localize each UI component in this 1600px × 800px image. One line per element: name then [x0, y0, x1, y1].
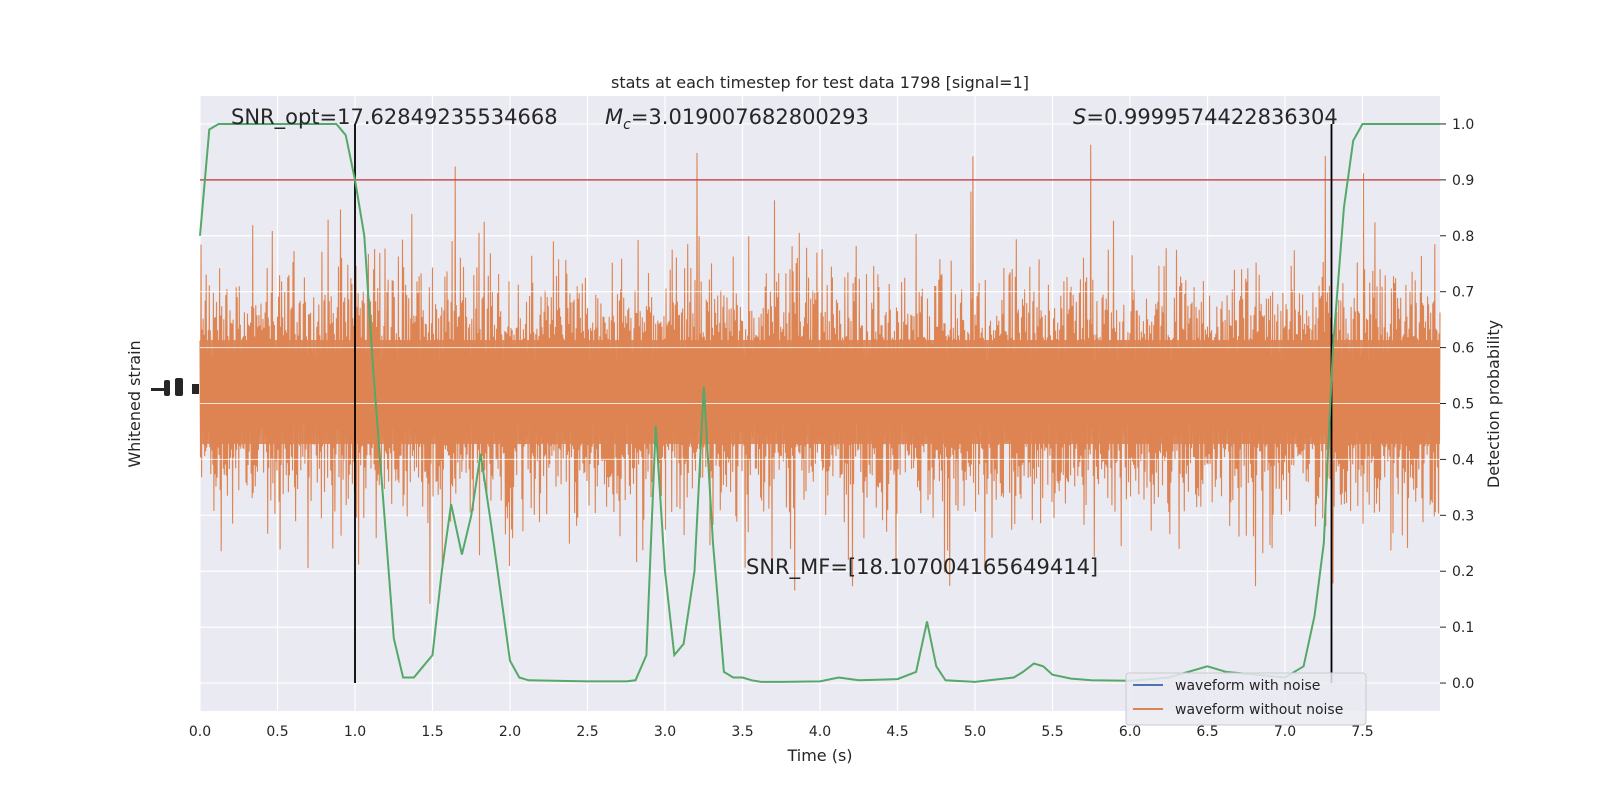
- y-right-tick-label: 0.0: [1452, 676, 1474, 692]
- x-tick-labels: 0.0 0.5 1.0 1.5 2.0 2.5 3.0 3.5 4.0 4.5 5.0 5.5 6.0 6…: [189, 724, 1374, 740]
- x-tick-label: 2.5: [576, 724, 598, 740]
- detection-probability-line: [199, 123, 1440, 683]
- x-tick-label: 6.0: [1119, 724, 1141, 740]
- legend-label-with-noise: waveform with noise: [1175, 678, 1320, 694]
- chirp-mass-symbol: M: [605, 105, 623, 129]
- x-tick-label: 4.5: [886, 724, 908, 740]
- strain-core-band: [200, 340, 1440, 444]
- x-tick-label: 7.5: [1351, 724, 1373, 740]
- chirp-mass-subscript: c: [623, 117, 631, 133]
- s-annotation: S=0.9999574422836304: [1073, 105, 1338, 129]
- x-tick-label: 1.0: [344, 724, 366, 740]
- chart-title: stats at each timestep for test data 179…: [611, 73, 1029, 92]
- y-left-tick-mark: [175, 378, 183, 396]
- x-tick-label: 1.5: [421, 724, 443, 740]
- snr-opt-annotation: SNR_opt=17.62849235534668: [231, 105, 558, 130]
- x-tick-label: 4.0: [809, 724, 831, 740]
- y-right-tick-label: 0.3: [1452, 508, 1474, 524]
- x-tick-label: 6.5: [1196, 724, 1218, 740]
- y-right-tick-label: 0.6: [1452, 341, 1474, 357]
- y-right-tick-label: 0.5: [1452, 397, 1474, 413]
- y-left-axis-label: Whitened strain: [125, 340, 144, 467]
- x-axis-label: Time (s): [786, 746, 852, 765]
- event-markers: [354, 123, 1333, 684]
- x-tick-label: 3.5: [731, 724, 753, 740]
- legend-label-without-noise: waveform without noise: [1175, 702, 1343, 718]
- y-right-tick-label: 0.7: [1452, 285, 1474, 301]
- y-left-tick-mark: [164, 380, 170, 396]
- y-right-tick-label: 0.8: [1452, 229, 1474, 245]
- y-right-tick-labels: 0.0 0.1 0.2 0.3 0.4 0.5 0.6 0.7 0.8 0.9 1.0: [1440, 117, 1474, 692]
- x-tick-label: 0.0: [189, 724, 211, 740]
- x-tick-label: 2.0: [499, 724, 521, 740]
- y-right-axis-label: Detection probability: [1484, 320, 1503, 488]
- snr-mf-annotation: SNR_MF=[18.107004165649414]: [746, 555, 1098, 580]
- x-tick-label: 5.5: [1041, 724, 1063, 740]
- x-tick-label: 5.0: [964, 724, 986, 740]
- s-symbol: S: [1073, 105, 1086, 129]
- y-left-tick-mark: [192, 384, 199, 394]
- x-tick-label: 0.5: [266, 724, 288, 740]
- y-right-tick-label: 0.1: [1452, 620, 1474, 636]
- legend: waveform with noise waveform without noi…: [1125, 672, 1367, 726]
- y-right-tick-label: 1.0: [1452, 117, 1474, 133]
- chirp-mass-value: =3.019007682800293: [631, 105, 869, 129]
- y-right-tick-label: 0.9: [1452, 173, 1474, 189]
- s-value: =0.9999574422836304: [1086, 105, 1337, 129]
- x-tick-label: 7.0: [1274, 724, 1296, 740]
- y-right-tick-label: 0.4: [1452, 452, 1474, 468]
- x-tick-label: 3.0: [654, 724, 676, 740]
- y-left-tick-mark: [151, 388, 169, 391]
- y-right-tick-label: 0.2: [1452, 564, 1474, 580]
- legend-box: [1125, 672, 1367, 726]
- chirp-mass-annotation: Mc=3.019007682800293: [605, 105, 869, 133]
- strain-signal: [199, 144, 1441, 604]
